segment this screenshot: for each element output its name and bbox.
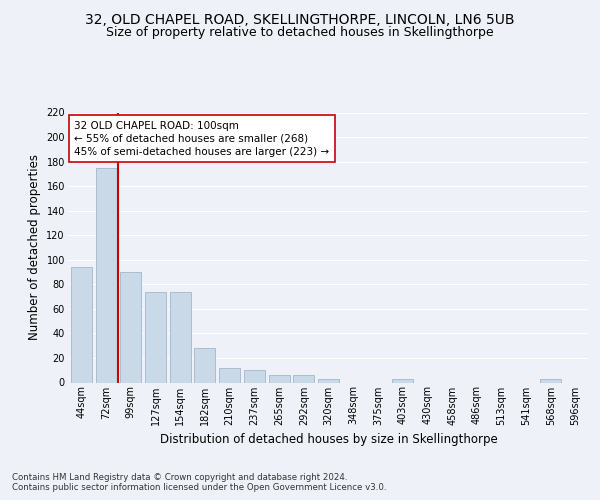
Bar — [120, 272, 141, 382]
Text: 32 OLD CHAPEL ROAD: 100sqm
← 55% of detached houses are smaller (268)
45% of sem: 32 OLD CHAPEL ROAD: 100sqm ← 55% of deta… — [74, 120, 329, 157]
Bar — [318, 379, 339, 382]
Bar — [269, 375, 290, 382]
Y-axis label: Number of detached properties: Number of detached properties — [28, 154, 41, 340]
Text: Contains HM Land Registry data © Crown copyright and database right 2024.
Contai: Contains HM Land Registry data © Crown c… — [12, 472, 386, 492]
Bar — [244, 370, 265, 382]
Bar — [219, 368, 240, 382]
Bar — [145, 292, 166, 382]
Text: Size of property relative to detached houses in Skellingthorpe: Size of property relative to detached ho… — [106, 26, 494, 39]
Bar — [392, 379, 413, 382]
Text: 32, OLD CHAPEL ROAD, SKELLINGTHORPE, LINCOLN, LN6 5UB: 32, OLD CHAPEL ROAD, SKELLINGTHORPE, LIN… — [85, 12, 515, 26]
Text: Distribution of detached houses by size in Skellingthorpe: Distribution of detached houses by size … — [160, 432, 497, 446]
Bar — [95, 168, 116, 382]
Bar — [194, 348, 215, 382]
Bar — [71, 267, 92, 382]
Bar — [170, 292, 191, 382]
Bar — [541, 379, 562, 382]
Bar — [293, 375, 314, 382]
